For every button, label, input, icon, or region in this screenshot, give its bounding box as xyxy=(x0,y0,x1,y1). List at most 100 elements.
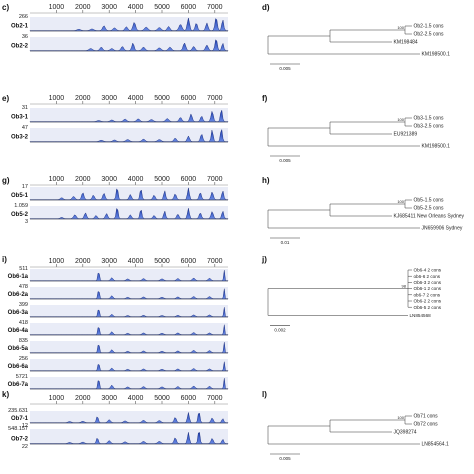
scale-bar-label: 0.005 xyxy=(279,158,291,163)
track-bottom-label: 3 xyxy=(25,219,28,225)
track-background xyxy=(30,269,228,281)
coverage-panel-c: c) 1000 2000 3000 4000 5000 6000 7000 266 Ob2-1 36… xyxy=(2,3,229,52)
coverage-area xyxy=(29,432,229,445)
x-tick-label: 7000 xyxy=(207,4,223,11)
track-ymax-label: 418 xyxy=(19,320,28,326)
x-tick-label: 7000 xyxy=(207,258,223,265)
track-Ob3-1: 31 Ob3-1 xyxy=(11,105,229,123)
x-tick-label: 2000 xyxy=(75,176,91,183)
track-ymax-label: 1.059 xyxy=(14,203,28,209)
x-tick-label: 2000 xyxy=(75,95,91,102)
x-tick-label: 1000 xyxy=(49,95,65,102)
bootstrap-value: 100 xyxy=(397,117,404,122)
panel-label: f) xyxy=(262,94,268,103)
track-Ob2-1: 266 Ob2-1 xyxy=(11,14,229,32)
coverage-area xyxy=(29,307,229,318)
track-background xyxy=(30,359,228,371)
track-ymax-label: 5721 xyxy=(16,374,28,380)
x-tick-label: 3000 xyxy=(101,395,117,402)
track-name: Ob7-1 xyxy=(11,416,29,422)
track-ymax-label: 548.157 xyxy=(8,426,28,432)
x-tick-label: 4000 xyxy=(128,176,144,183)
track-background xyxy=(30,128,228,142)
x-tick-label: 4000 xyxy=(128,95,144,102)
track-name: Ob7-2 xyxy=(11,436,29,442)
coverage-area xyxy=(29,378,229,390)
tree-leaf-label: Ob3-2.5 cons xyxy=(414,124,445,130)
track-ymax-label: 266 xyxy=(19,14,28,20)
track-name: Ob3-1 xyxy=(11,115,29,121)
x-tick-label: 1000 xyxy=(49,176,65,183)
coverage-area xyxy=(29,39,229,52)
coverage-area xyxy=(29,270,229,282)
track-name: Ob6-6a xyxy=(8,364,29,370)
tree-leaf-label: LN854564.1 xyxy=(422,442,449,448)
panel-label: g) xyxy=(2,176,10,185)
bootstrap-value: 100 xyxy=(397,25,404,30)
x-tick-label: 5000 xyxy=(154,4,170,11)
x-tick-label: 4000 xyxy=(128,395,144,402)
tree-leaf-label: KM198500.1 xyxy=(422,52,451,58)
coverage-area xyxy=(29,17,229,32)
track-Ob6-6a: 256 Ob6-6a xyxy=(8,356,229,372)
x-tick-label: 6000 xyxy=(181,4,197,11)
track-Ob6-1a: 511 Ob6-1a xyxy=(8,266,229,282)
coverage-plots: c) 1000 2000 3000 4000 5000 6000 7000266Ob2-136… xyxy=(2,3,229,450)
x-tick-label: 3000 xyxy=(101,176,117,183)
track-ymax-label: 36 xyxy=(22,34,28,40)
track-Ob5-2: 1.059 Ob5-23 xyxy=(11,203,229,225)
scale-bar-label: 0.005 xyxy=(279,456,291,461)
coverage-area xyxy=(29,207,229,220)
x-tick-label: 1000 xyxy=(49,258,65,265)
tree-leaf-label: ob6-7 2 cons xyxy=(414,292,441,297)
tree-leaf-label: Ob5-2.5 cons xyxy=(414,206,445,212)
track-Ob6-2a: 478 Ob6-2a xyxy=(8,284,229,300)
panel-label: j) xyxy=(261,255,267,264)
x-tick-label: 3000 xyxy=(101,258,117,265)
track-background xyxy=(30,323,228,335)
scale-bar-label: 0.005 xyxy=(279,66,291,71)
tree-leaf-label: Ob71 cons xyxy=(414,414,439,420)
x-tick-label: 7000 xyxy=(207,95,223,102)
tree-panel-l: l) 100 Ob71 cons Ob72 cons JQ398274 LN854564.… xyxy=(262,390,449,461)
bootstrap-value: 98 xyxy=(402,284,407,289)
track-background xyxy=(30,411,228,423)
tree-leaf-label: Ob5-1.5 cons xyxy=(414,198,445,204)
track-ymax-label: 256 xyxy=(19,356,28,362)
track-Ob6-7a: 5721 Ob6-7a xyxy=(8,374,229,390)
tree-leaf-label: KJ685411 New Orleans Sydney xyxy=(394,214,465,220)
track-name: Ob3-2 xyxy=(11,135,29,141)
x-tick-label: 4000 xyxy=(128,258,144,265)
x-tick-label: 2000 xyxy=(75,395,91,402)
x-tick-label: 5000 xyxy=(154,258,170,265)
track-name: Ob6-1a xyxy=(8,274,29,280)
panel-label: k) xyxy=(2,390,9,399)
bootstrap-value: 100 xyxy=(397,415,404,420)
tree-panel-d: d) 100 Ob2-1.5 cons Ob2-2.5 cons KM198484 KM1… xyxy=(262,3,450,71)
track-Ob7-1: 235.631 Ob7-112 xyxy=(8,408,229,429)
x-tick-label: 5000 xyxy=(154,176,170,183)
x-tick-label: 4000 xyxy=(128,4,144,11)
x-tick-label: 3000 xyxy=(101,4,117,11)
track-ymax-label: 835 xyxy=(19,338,28,344)
panel-label: e) xyxy=(2,94,9,103)
track-ymax-label: 399 xyxy=(19,302,28,308)
tree-leaf-label: Ob6-4 2 cons xyxy=(414,268,442,273)
tree-panel-f: f) 100 Ob3-1.5 cons Ob3-2.5 cons EU921389 KM1… xyxy=(262,94,450,163)
track-background xyxy=(30,287,228,299)
tree-leaf-label: Ob6-2 2 cons xyxy=(414,299,442,304)
track-background xyxy=(30,341,228,353)
x-tick-label: 5000 xyxy=(154,395,170,402)
phylogenetic-trees: d) 100 Ob2-1.5 cons Ob2-2.5 cons KM198484 KM1… xyxy=(261,3,465,461)
tree-leaf-label: KM198484 xyxy=(394,40,418,46)
tree-panel-h: h) 100 Ob5-1.5 cons Ob5-2.5 cons KJ685411 Ne… xyxy=(262,176,465,245)
coverage-area xyxy=(29,361,229,372)
track-ymax-label: 235.631 xyxy=(8,408,28,414)
x-tick-label: 3000 xyxy=(101,95,117,102)
tree-leaf-label: Ob2-2.5 cons xyxy=(414,32,445,38)
coverage-panel-k: k) 1000 2000 3000 4000 5000 6000 7000 235.631 Ob7… xyxy=(2,390,229,450)
tree-leaf-label: KM198500.1 xyxy=(422,144,451,150)
track-Ob5-1: 17 Ob5-1 xyxy=(11,184,229,201)
